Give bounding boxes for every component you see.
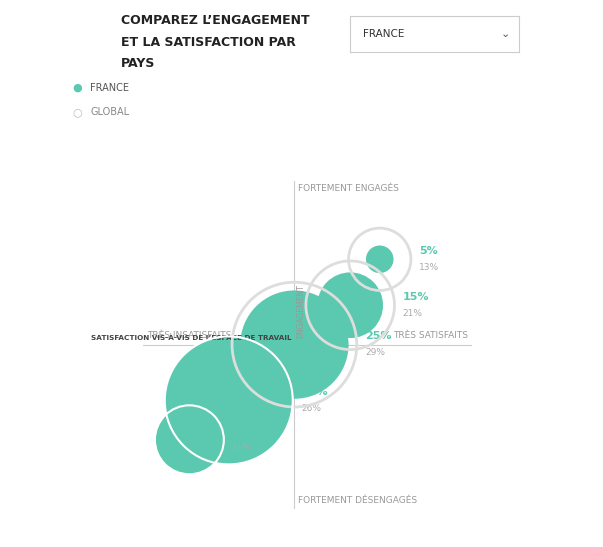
- Text: FRANCE: FRANCE: [363, 29, 405, 39]
- Text: ⌄: ⌄: [500, 29, 510, 39]
- Circle shape: [366, 246, 394, 273]
- Text: 26%: 26%: [301, 404, 321, 413]
- Text: ●: ●: [72, 83, 82, 92]
- Text: 5%: 5%: [419, 246, 438, 256]
- Text: 18%: 18%: [232, 427, 259, 437]
- Text: 36%: 36%: [301, 387, 327, 397]
- Text: FORTEMENT DÉSENGAGÉS: FORTEMENT DÉSENGAGÉS: [298, 497, 417, 505]
- Text: TRÈS SATISFAITS: TRÈS SATISFAITS: [393, 331, 469, 340]
- Text: SATISFACTION VIS-À-VIS DE L’ESPACE DE TRAVAIL: SATISFACTION VIS-À-VIS DE L’ESPACE DE TR…: [90, 335, 291, 341]
- Circle shape: [240, 290, 349, 399]
- Text: ET LA SATISFACTION PAR: ET LA SATISFACTION PAR: [121, 36, 295, 49]
- Text: 11%: 11%: [232, 444, 252, 452]
- Text: GLOBAL: GLOBAL: [90, 107, 130, 117]
- Text: 21%: 21%: [403, 309, 423, 318]
- Text: ○: ○: [72, 107, 82, 117]
- Text: 25%: 25%: [365, 331, 391, 341]
- Text: PAYS: PAYS: [121, 57, 155, 71]
- Text: COMPAREZ L’ENGAGEMENT: COMPAREZ L’ENGAGEMENT: [121, 14, 309, 27]
- Text: FORTEMENT ENGAGÉS: FORTEMENT ENGAGÉS: [298, 184, 399, 193]
- Text: 13%: 13%: [419, 263, 439, 272]
- Text: TRÈS INSATISFAITS: TRÈS INSATISFAITS: [147, 331, 231, 340]
- Text: 15%: 15%: [403, 292, 429, 302]
- Circle shape: [317, 272, 383, 338]
- Text: FRANCE: FRANCE: [90, 83, 130, 92]
- Text: ENGAGEMENT: ENGAGEMENT: [296, 284, 305, 338]
- Text: 29%: 29%: [365, 348, 385, 357]
- Circle shape: [165, 336, 293, 464]
- Circle shape: [155, 405, 224, 474]
